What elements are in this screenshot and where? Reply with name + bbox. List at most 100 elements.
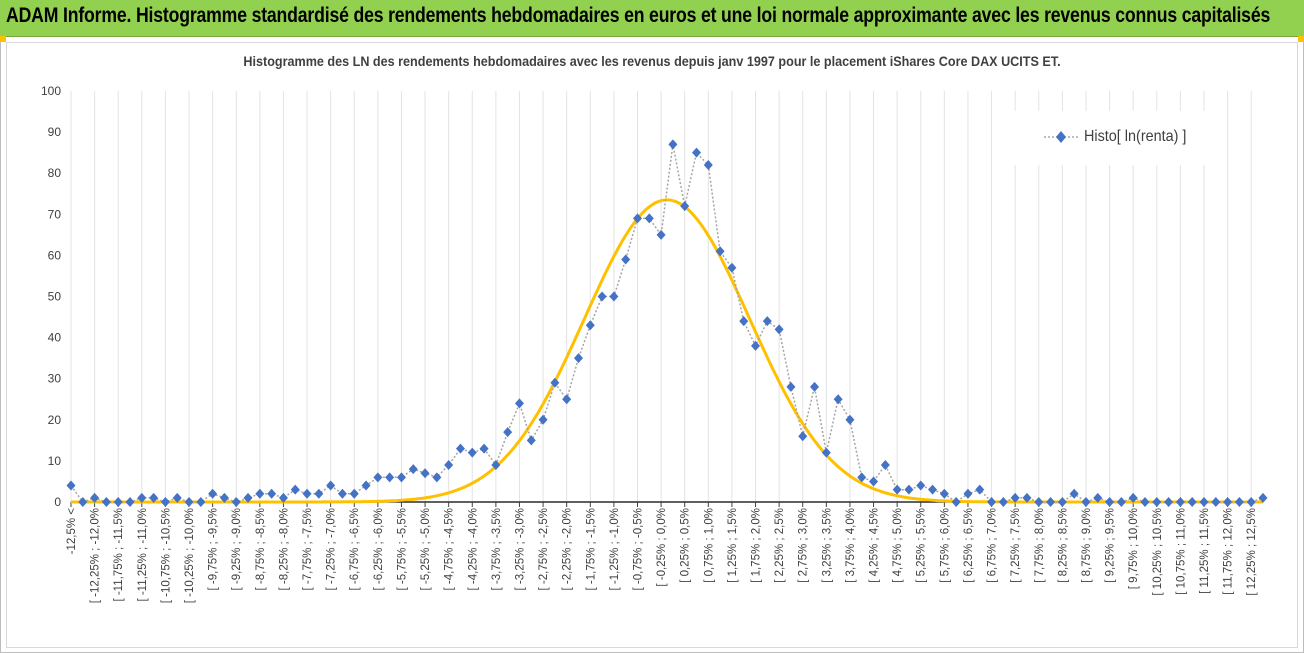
y-tick-label: 80 bbox=[48, 166, 62, 180]
histogram-point bbox=[1010, 492, 1020, 503]
x-tick-label: [ -4,25% ; -4,0% bbox=[467, 508, 479, 590]
histogram-point bbox=[703, 159, 713, 170]
x-tick-label: -12,5% < bbox=[66, 508, 78, 555]
histogram-point bbox=[267, 488, 277, 499]
histogram-point bbox=[998, 497, 1008, 507]
histogram-point bbox=[609, 291, 619, 302]
x-tick-label: [ 1,25% ; 1,5% bbox=[727, 508, 739, 583]
chart-title: Histogramme des LN des rendements hebdom… bbox=[243, 53, 1061, 69]
histogram-point bbox=[172, 492, 182, 503]
histogram-point bbox=[290, 484, 300, 495]
x-tick-label: [ -3,25% ; -3,0% bbox=[514, 508, 526, 590]
histogram-point bbox=[1175, 497, 1185, 507]
histogram-point bbox=[1057, 497, 1067, 507]
histogram-point bbox=[1258, 492, 1268, 503]
histogram-point bbox=[302, 488, 312, 499]
histogram-point bbox=[1116, 497, 1126, 507]
histogram-point bbox=[503, 427, 513, 438]
x-tick-label: [ -11,25% ; -11,0% bbox=[137, 508, 149, 602]
y-tick-label: 40 bbox=[48, 331, 62, 345]
histogram-point bbox=[101, 497, 111, 507]
histogram-point bbox=[916, 480, 926, 491]
histogram-point bbox=[762, 316, 772, 327]
histogram-point bbox=[751, 340, 761, 351]
y-tick-label: 30 bbox=[48, 372, 62, 386]
normal-curve-line bbox=[71, 198, 1263, 504]
histogram-point bbox=[573, 353, 583, 364]
histogram-point bbox=[1164, 497, 1174, 507]
histogram-point bbox=[526, 435, 536, 446]
x-tick-label: [ -2,25% ; -2,0% bbox=[562, 508, 574, 590]
histogram-point bbox=[562, 394, 572, 405]
x-tick-label: [ 1,75% ; 2,0% bbox=[751, 508, 763, 583]
x-tick-label: [ 9,25% ; 9,5% bbox=[1105, 508, 1117, 583]
histogram-point bbox=[951, 497, 961, 507]
x-tick-label: [ 6,25% ; 6,5% bbox=[963, 508, 975, 583]
x-tick-label: [ -1,25% ; -1,0% bbox=[609, 508, 621, 590]
histogram-point bbox=[243, 492, 253, 503]
histogram-point bbox=[597, 291, 607, 302]
x-tick-label: [ 5,75% ; 6,0% bbox=[939, 508, 951, 583]
y-tick-label: 90 bbox=[48, 125, 62, 139]
histogram-point bbox=[668, 139, 678, 150]
histogram-point bbox=[337, 488, 347, 499]
y-tick-label: 100 bbox=[41, 84, 61, 98]
x-tick-label: [ -0,25% ; 0,0% bbox=[656, 508, 668, 587]
x-tick-label: [ 7,75% ; 8,0% bbox=[1034, 508, 1046, 583]
x-tick-label: [ 2,75% ; 3,0% bbox=[798, 508, 810, 583]
histogram-point bbox=[66, 480, 76, 491]
chart-title-wrap: Histogramme des LN des rendements hebdom… bbox=[0, 53, 1304, 69]
histogram-point bbox=[491, 460, 501, 471]
histogram-point bbox=[1081, 497, 1091, 507]
histogram-point bbox=[160, 497, 170, 507]
histogram-point bbox=[373, 472, 383, 483]
histogram-point bbox=[798, 431, 808, 442]
histogram-point bbox=[1223, 497, 1233, 507]
histogram-line bbox=[70, 144, 1264, 503]
histogram-point bbox=[255, 488, 265, 499]
histogram-point bbox=[715, 246, 725, 257]
x-tick-label: [ -11,75% ; -11,5% bbox=[113, 508, 125, 602]
histogram-point bbox=[857, 472, 867, 483]
x-tick-label: [ -9,75% ; -9,5% bbox=[208, 508, 220, 590]
histogram-point bbox=[1105, 497, 1115, 507]
x-tick-label: [ -7,75% ; -7,5% bbox=[302, 508, 314, 590]
histogram-point bbox=[432, 472, 442, 483]
histogram-point bbox=[455, 443, 465, 454]
x-axis-tick-labels: -12,5% < [ -12,25% ; -12,0% [ -11,75% ; -1… bbox=[66, 508, 1258, 604]
accent-corner-left bbox=[0, 36, 6, 42]
x-tick-label: [ 12,25% ; 12,5% bbox=[1246, 508, 1258, 596]
histogram-point bbox=[90, 492, 100, 503]
y-tick-label: 10 bbox=[48, 454, 62, 468]
histogram-point bbox=[396, 472, 406, 483]
histogram-point bbox=[326, 480, 336, 491]
x-tick-label: [ 4,75% ; 5,0% bbox=[892, 508, 904, 583]
x-tick-label: [ 10,75% ; 11,0% bbox=[1175, 508, 1187, 595]
histogram-point bbox=[219, 492, 229, 503]
x-tick-label: [ 8,75% ; 9,0% bbox=[1081, 508, 1093, 583]
histogram-point bbox=[1022, 492, 1032, 503]
x-tick-label: [ 3,25% ; 3,5% bbox=[821, 508, 833, 583]
histogram-point bbox=[632, 213, 642, 224]
histogram-point bbox=[833, 394, 843, 405]
x-tick-label: [ -8,25% ; -8,0% bbox=[278, 508, 290, 590]
histogram-point bbox=[774, 324, 784, 335]
histogram-point bbox=[137, 492, 147, 503]
histogram-point bbox=[1246, 497, 1256, 507]
histogram-point bbox=[892, 484, 902, 495]
x-tick-label: [ 8,25% ; 8,5% bbox=[1057, 508, 1069, 583]
histogram-point bbox=[739, 316, 749, 327]
histogram-point bbox=[821, 447, 831, 458]
histogram-point bbox=[314, 488, 324, 499]
histogram-point bbox=[514, 398, 524, 409]
histogram-point bbox=[349, 488, 359, 499]
banner-title: ADAM Informe. Histogramme standardisé de… bbox=[6, 4, 1271, 27]
histogram-point bbox=[125, 497, 135, 507]
histogram-point bbox=[1199, 497, 1209, 507]
histogram-point bbox=[467, 447, 477, 458]
y-tick-label: 20 bbox=[48, 413, 62, 427]
histogram-point bbox=[444, 460, 454, 471]
histogram-point bbox=[385, 472, 395, 483]
